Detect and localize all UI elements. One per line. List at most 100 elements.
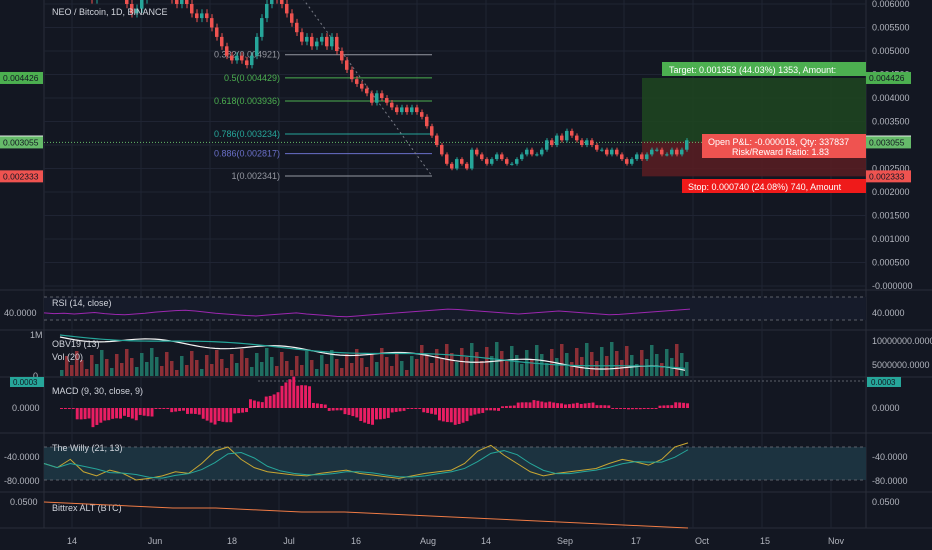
time-tick-label: 16 <box>351 536 361 546</box>
fibonacci-retracement[interactable]: 0.382(0.004921) 0.5(0.004429) 0.618(0.0039… <box>214 0 433 181</box>
macd-bar <box>339 408 343 411</box>
volume-bar <box>380 348 384 376</box>
candle-body <box>600 149 604 151</box>
macd-bar <box>221 408 225 422</box>
macd-left-badge: 0.0003 <box>13 378 38 387</box>
candle-body <box>590 140 594 145</box>
volume-bar <box>465 357 469 376</box>
candle-body <box>405 107 409 113</box>
macd-bar <box>189 408 193 414</box>
macd-bar <box>497 408 500 411</box>
volume-bar <box>105 359 109 376</box>
fib-level-label: 1(0.002341) <box>231 171 280 181</box>
macd-bar <box>607 405 611 408</box>
volume-bar <box>315 369 319 376</box>
price-badge-label: 0.003055 <box>869 137 905 147</box>
candle-body <box>660 149 664 155</box>
volume-bar <box>345 354 349 376</box>
macd-bar <box>158 408 162 409</box>
time-tick-label: Aug <box>420 536 436 546</box>
volume-bar <box>650 345 654 376</box>
candle-body <box>380 93 384 98</box>
target-zone <box>642 77 866 142</box>
price-badge-box <box>0 136 43 149</box>
macd-bar <box>603 405 607 408</box>
stop-label-box <box>682 179 866 193</box>
macd-bar <box>308 386 311 408</box>
volume-bars <box>59 334 689 376</box>
rsi-line <box>43 308 691 318</box>
macd-bar <box>60 408 63 409</box>
macd-bar <box>441 408 445 422</box>
macd-bar <box>315 403 319 408</box>
volume-bar <box>450 353 454 376</box>
volume-bar <box>240 349 244 376</box>
volume-bar <box>130 358 134 376</box>
candle-body <box>310 36 314 47</box>
macd-bar <box>536 400 540 408</box>
macd-bar <box>170 408 174 413</box>
volume-bar <box>100 350 104 376</box>
indicator-band <box>44 447 866 480</box>
macd-right-badge-box <box>867 377 901 387</box>
candle-body <box>325 36 329 47</box>
price-badge-label: 0.004426 <box>3 73 39 83</box>
macd-bar <box>453 408 457 425</box>
candle-body <box>315 41 319 47</box>
willy-right-tick-2: -80.0000 <box>872 476 908 486</box>
candle-body <box>495 154 499 160</box>
price-tick-label: 0.000500 <box>872 258 910 268</box>
candle-body <box>370 93 374 103</box>
macd-bar <box>83 408 87 420</box>
macd-bar <box>130 408 134 419</box>
volume-bar <box>675 344 679 376</box>
candle-body <box>550 140 554 145</box>
fib-level-label: 0.5(0.004429) <box>224 73 280 83</box>
macd-bar <box>493 408 497 411</box>
volume-bar <box>405 370 409 376</box>
volume-bar <box>390 366 394 376</box>
macd-bar <box>591 402 595 408</box>
willy-left-tick-2: -80.0000 <box>4 476 40 486</box>
macd-bar <box>599 405 603 408</box>
macd-bar <box>646 408 650 409</box>
price-tick-label: 0.005500 <box>872 23 910 33</box>
candle-body <box>650 149 654 155</box>
macd-bar <box>410 408 414 409</box>
volume-bar <box>220 359 224 376</box>
candle-body <box>560 135 564 141</box>
fib-level-label: 0.886(0.002817) <box>214 149 280 159</box>
candle-body <box>125 0 129 4</box>
volume-bar <box>275 366 279 376</box>
candle-body <box>345 60 349 70</box>
macd-left-badge-box <box>10 377 44 387</box>
rsi-series <box>43 308 691 318</box>
time-tick-label: Oct <box>695 536 710 546</box>
volume-bar <box>215 350 219 376</box>
volume-bar <box>415 359 419 376</box>
macd-bar <box>63 408 67 409</box>
vol-title: Vol (20) <box>52 352 83 362</box>
macd-bar <box>556 403 560 408</box>
macd-bar <box>260 402 264 408</box>
macd-bar <box>678 402 682 408</box>
macd-bar <box>666 405 670 408</box>
volume-bar <box>310 360 314 376</box>
alt-series <box>43 501 689 529</box>
volume-bar <box>290 370 294 376</box>
candle-body <box>340 51 344 61</box>
volume-bar <box>580 357 584 376</box>
candle-body <box>240 55 244 61</box>
macd-bar <box>634 408 638 410</box>
obv-title: OBV19 (13) <box>52 339 100 349</box>
time-axis[interactable]: 14 Jun 18 Jul 16 Aug 14 Sep 17 Oct 15 Nov <box>67 536 845 546</box>
macd-bar <box>485 408 489 411</box>
candle-body <box>635 154 639 160</box>
price-axis[interactable]: 0.0060000.0055000.0050000.0045000.004000… <box>872 0 913 291</box>
price-badge-label: 0.004426 <box>869 73 905 83</box>
volume-bar <box>295 356 299 376</box>
candle-body <box>525 149 529 155</box>
macd-bar <box>201 408 205 419</box>
volume-bar <box>335 359 339 376</box>
